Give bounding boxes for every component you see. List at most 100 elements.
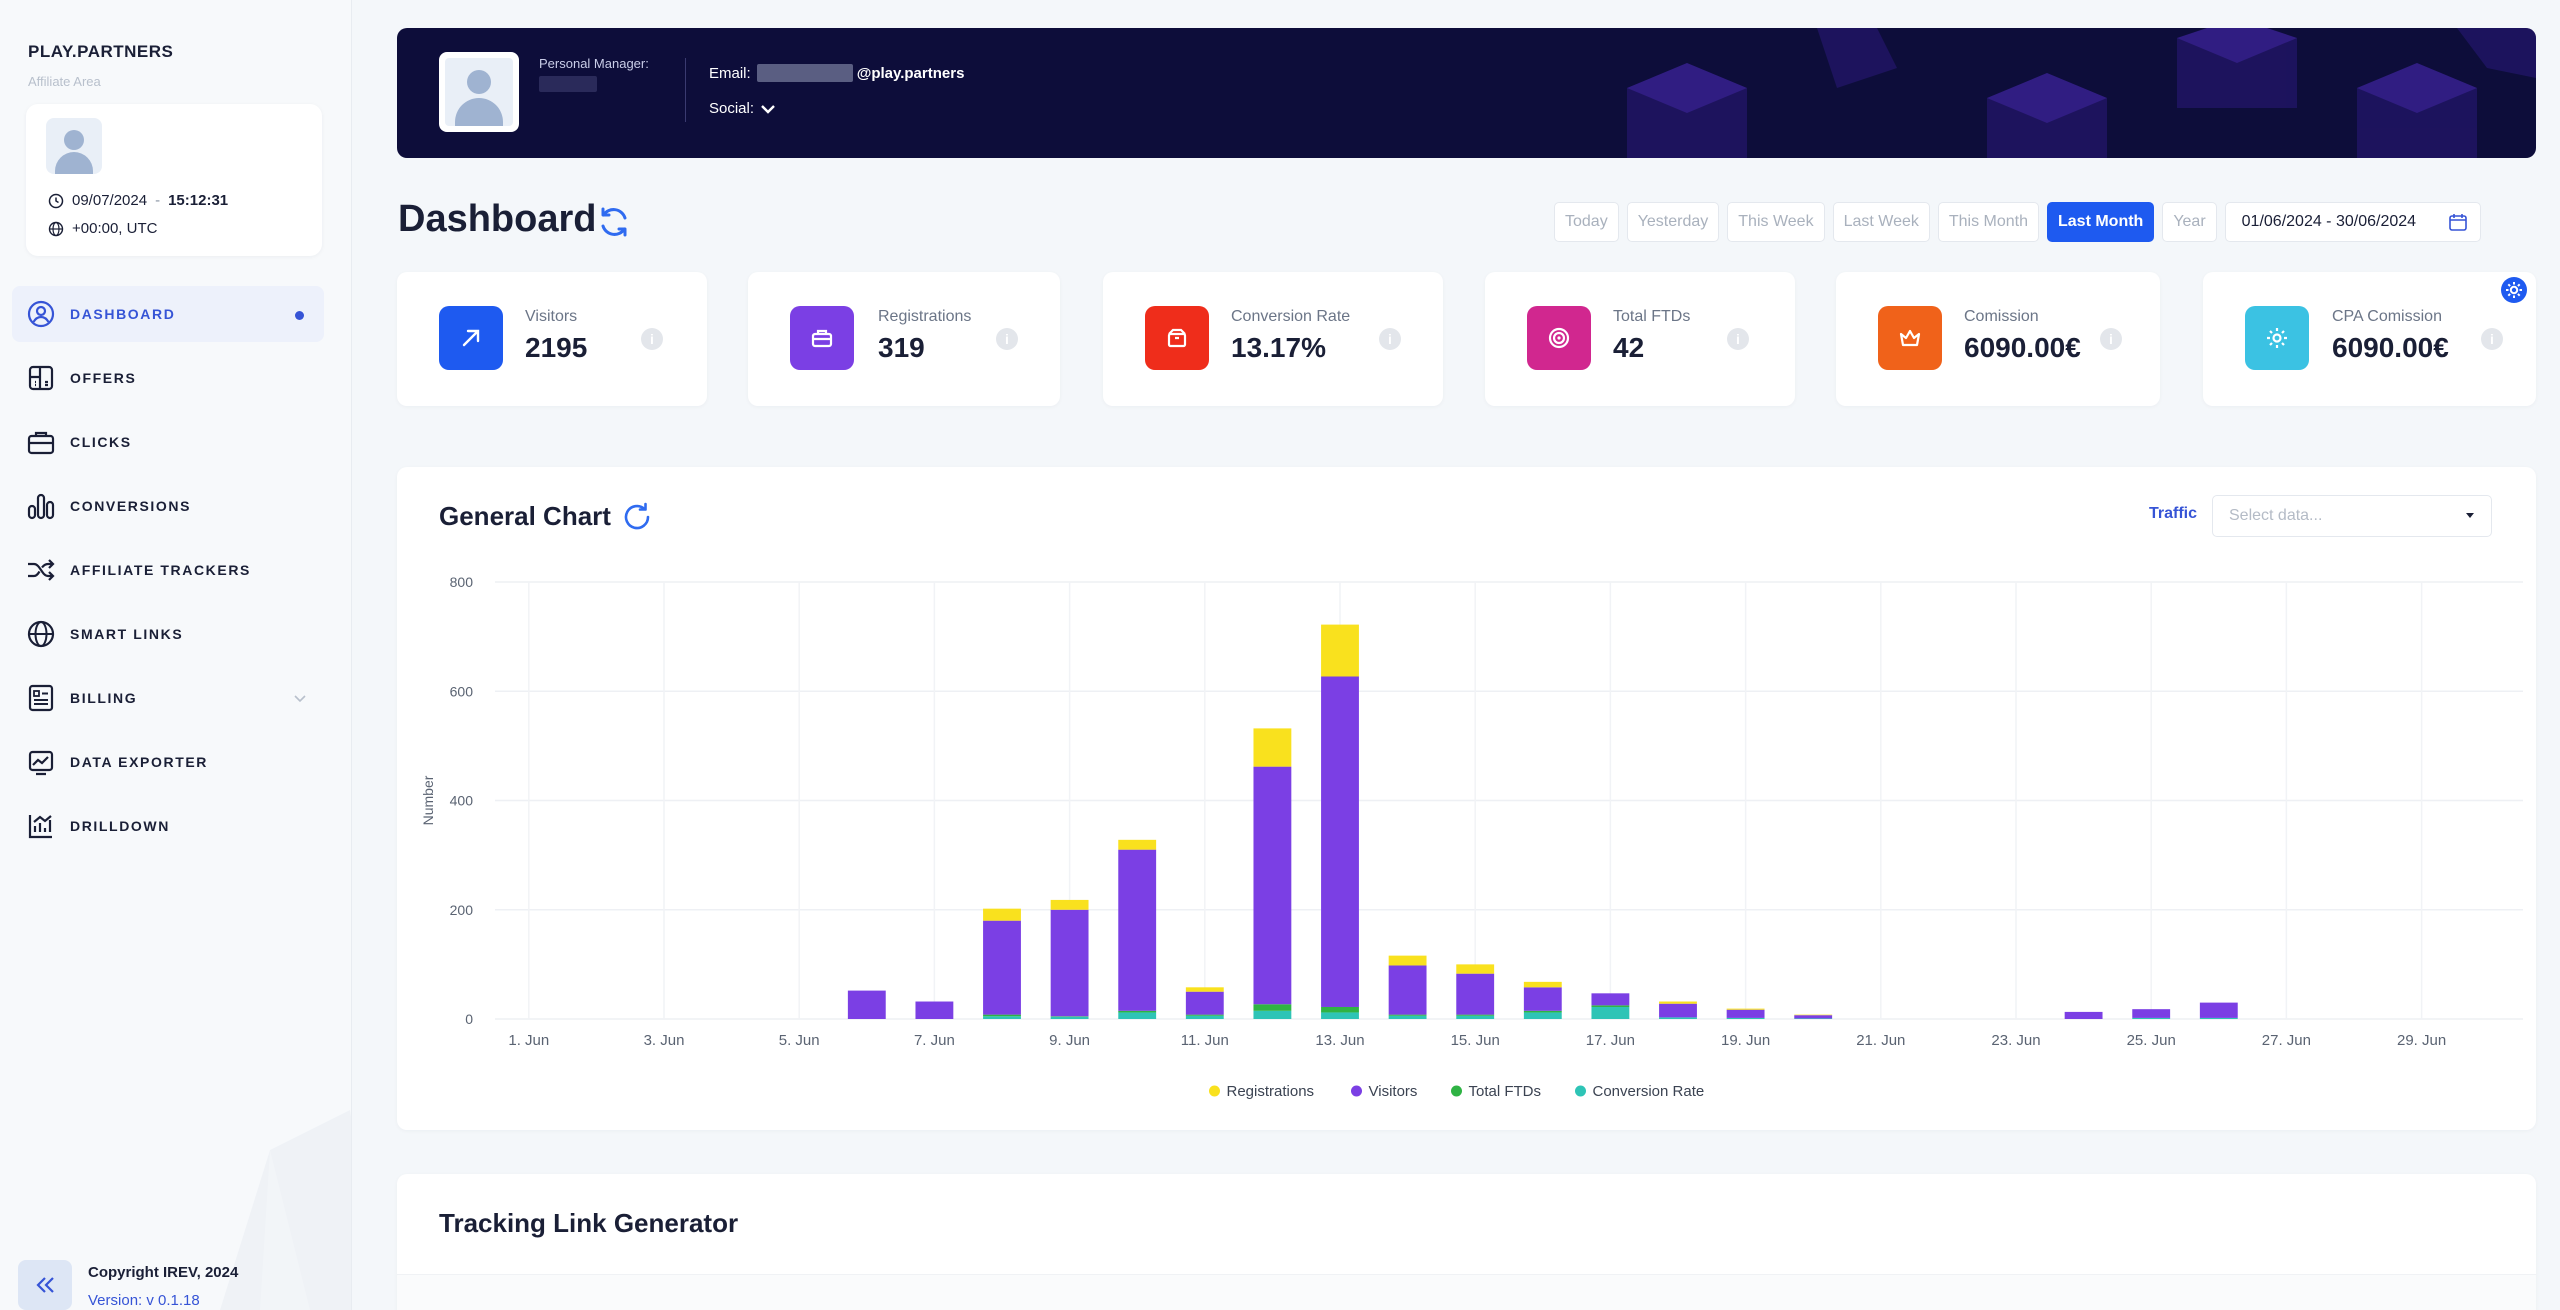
user-date: 09/07/2024 — [72, 192, 148, 209]
bar-segment — [1050, 909, 1089, 1017]
bar-segment — [1523, 987, 1562, 1011]
drilldown-icon — [28, 815, 52, 839]
x-tick-label: 17. Jun — [1586, 1032, 1635, 1049]
bar-segment — [1118, 839, 1157, 850]
bar-segment — [2132, 1017, 2171, 1019]
x-tick-label: 7. Jun — [914, 1032, 955, 1049]
info-icon[interactable]: i — [1727, 328, 1749, 350]
bar-segment — [1118, 1012, 1157, 1019]
x-tick-label: 11. Jun — [1181, 1032, 1229, 1049]
filter-last-month[interactable]: Last Month — [2047, 202, 2155, 242]
info-icon[interactable]: i — [996, 328, 1018, 350]
page-title: Dashboard — [398, 198, 597, 240]
bar-segment — [1050, 899, 1089, 910]
chevron-down-icon[interactable] — [292, 690, 308, 706]
bar-segment — [1659, 1003, 1697, 1018]
bar-segment — [1794, 1018, 1833, 1019]
sidebar-item-conversions[interactable]: CONVERSIONS — [12, 478, 324, 534]
bar-segment — [983, 1014, 1021, 1017]
info-icon[interactable]: i — [2100, 328, 2122, 350]
sidebar-item-clicks[interactable]: CLICKS — [12, 414, 324, 470]
stat-value: 2195 — [525, 332, 588, 363]
stat-card-conversion-rate: Conversion Rate 13.17% i — [1103, 272, 1443, 406]
traffic-select[interactable]: Select data... — [2212, 495, 2492, 537]
bar-segment — [1591, 993, 1630, 1006]
sidebar-item-dashboard[interactable]: DASHBOARD — [12, 286, 324, 342]
globe-icon — [48, 221, 64, 236]
filter-today[interactable]: Today — [1554, 202, 1619, 242]
social-label: Social: — [709, 100, 755, 117]
sidebar-item-affiliate-trackers[interactable]: AFFILIATE TRACKERS — [12, 542, 324, 598]
sidebar-item-label: DASHBOARD — [70, 306, 176, 322]
box-icon — [1167, 328, 1187, 348]
date-range-picker[interactable]: 01/06/2024 - 30/06/2024 — [2224, 202, 2481, 242]
tracking-form-area — [397, 1274, 2536, 1310]
bar-segment — [983, 920, 1021, 1015]
y-tick-label: 200 — [450, 902, 474, 918]
offers-icon — [28, 365, 54, 391]
sidebar-item-offers[interactable]: OFFERS — [12, 350, 324, 406]
bar-segment — [1591, 1006, 1630, 1019]
stat-label: Conversion Rate — [1231, 308, 1351, 325]
bar-chart-icon — [27, 493, 55, 520]
stat-icon-box — [2245, 306, 2309, 370]
tracking-title: Tracking Link Generator — [439, 1208, 739, 1238]
sidebar-item-data-exporter[interactable]: DATA EXPORTER — [12, 734, 324, 790]
info-icon[interactable]: i — [1379, 328, 1401, 350]
sidebar-item-drilldown[interactable]: DRILLDOWN — [12, 798, 324, 854]
x-tick-label: 13. Jun — [1315, 1032, 1364, 1049]
bar-segment — [1456, 1015, 1495, 1019]
sidebar-item-label: SMART LINKS — [70, 626, 184, 642]
filter-year[interactable]: Year — [2162, 202, 2217, 242]
refresh-icon[interactable] — [621, 501, 653, 533]
avatar[interactable] — [46, 118, 102, 174]
legend-label: Conversion Rate — [1593, 1083, 1705, 1100]
banner-divider — [685, 58, 686, 122]
y-tick-label: 600 — [450, 683, 474, 699]
settings-gear-icon[interactable] — [2500, 276, 2528, 304]
sidebar: PLAY.PARTNERS Affiliate Area 09/07/2024 … — [0, 0, 352, 1310]
stat-value: 6090.00€ — [2332, 332, 2449, 363]
stat-label: Comission — [1964, 308, 2039, 325]
y-axis-label: Number — [420, 775, 436, 825]
bar-segment — [1388, 965, 1427, 1015]
collapse-sidebar-button[interactable] — [18, 1260, 72, 1310]
stat-label: Visitors — [525, 308, 578, 325]
shuffle-icon — [28, 559, 55, 581]
x-tick-label: 19. Jun — [1721, 1032, 1770, 1049]
bar-segment — [1321, 1012, 1359, 1019]
bar-segment — [1388, 1015, 1427, 1019]
info-icon[interactable]: i — [641, 328, 663, 350]
x-tick-label: 1. Jun — [508, 1032, 549, 1049]
filter-this-month[interactable]: This Month — [1937, 202, 2039, 242]
filter-last-week[interactable]: Last Week — [1832, 202, 1930, 242]
data-exporter-icon — [28, 750, 54, 776]
banner-background — [1627, 28, 2536, 158]
bar-segment — [1591, 1005, 1630, 1007]
refresh-icon[interactable] — [596, 204, 632, 240]
gear-icon — [2267, 328, 2287, 348]
stat-icon-box — [1145, 306, 1209, 370]
social-dropdown[interactable]: Social: — [709, 100, 776, 117]
sidebar-item-billing[interactable]: BILLING — [12, 670, 324, 726]
sidebar-item-label: BILLING — [70, 690, 138, 706]
bar-segment — [1456, 964, 1495, 974]
filter-yesterday[interactable]: Yesterday — [1626, 202, 1720, 242]
sidebar-item-smart-links[interactable]: SMART LINKS — [12, 606, 324, 662]
legend-marker — [1351, 1085, 1362, 1097]
stat-card-cpa-comission: CPA Comission 6090.00€ i — [2203, 272, 2536, 406]
x-tick-label: 23. Jun — [1991, 1032, 2040, 1049]
stat-label: Registrations — [878, 308, 972, 325]
email-redacted — [756, 64, 853, 82]
manager-name-redacted — [539, 76, 597, 92]
email-domain[interactable]: @play.partners — [856, 64, 965, 82]
user-datetime: 09/07/2024 - 15:12:31 — [48, 192, 228, 209]
bar-segment — [2199, 1017, 2238, 1019]
bar-segment — [1388, 955, 1427, 966]
filter-this-week[interactable]: This Week — [1727, 202, 1825, 242]
legend-label: Registrations — [1227, 1083, 1315, 1100]
stat-label: CPA Comission — [2332, 308, 2442, 325]
x-tick-label: 15. Jun — [1451, 1032, 1500, 1049]
bar-segment — [1794, 1014, 1833, 1016]
info-icon[interactable]: i — [2481, 328, 2503, 350]
